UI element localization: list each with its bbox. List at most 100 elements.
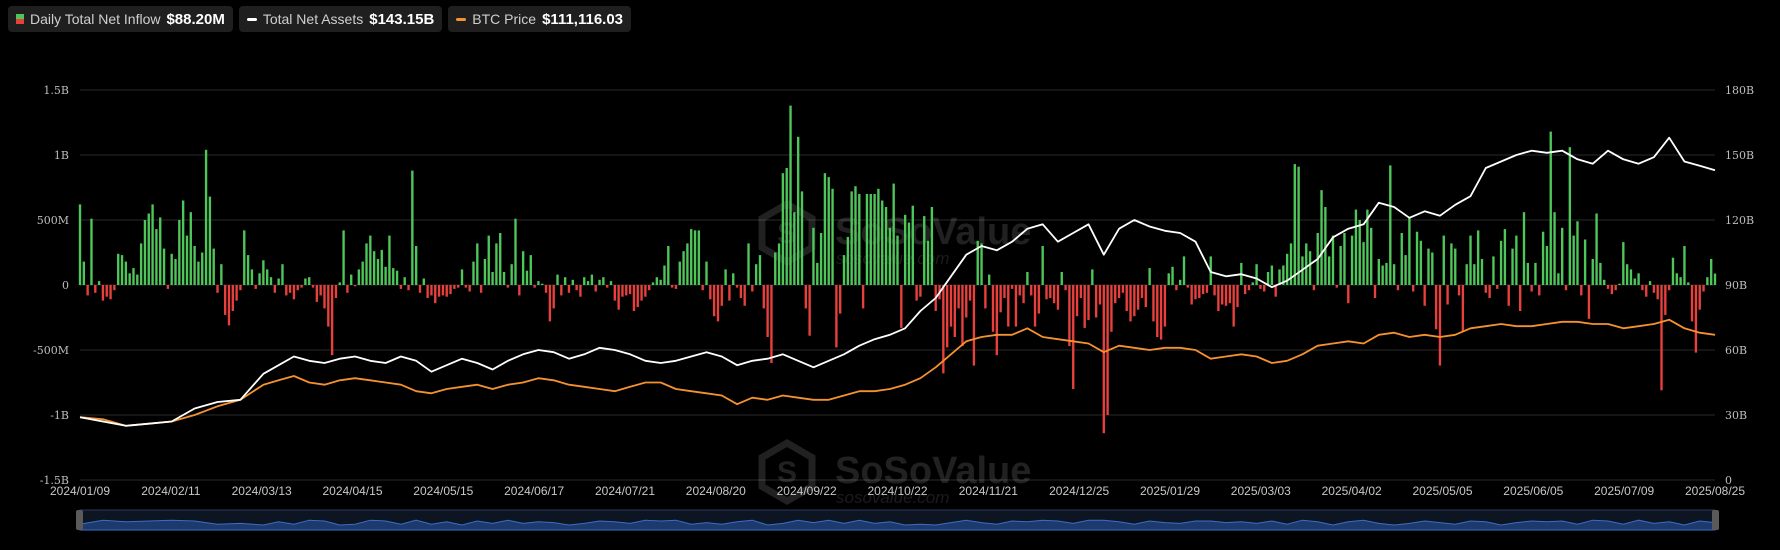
inflow-bar bbox=[495, 243, 498, 285]
inflow-bar bbox=[533, 285, 536, 288]
inflow-bar bbox=[839, 285, 842, 314]
inflow-bar bbox=[1622, 242, 1625, 285]
inflow-bar bbox=[1553, 212, 1556, 285]
inflow-bar bbox=[1205, 285, 1209, 293]
inflow-bar bbox=[1633, 278, 1636, 285]
inflow-bar bbox=[747, 243, 750, 285]
inflow-bar bbox=[216, 285, 219, 293]
inflow-bar bbox=[1072, 285, 1075, 389]
inflow-bar bbox=[422, 278, 425, 285]
inflow-bar bbox=[94, 285, 97, 293]
legend-label: BTC Price bbox=[472, 11, 537, 27]
inflow-bar bbox=[1606, 285, 1610, 289]
inflow-bar bbox=[632, 285, 636, 311]
inflow-bar bbox=[434, 285, 437, 304]
inflow-bar bbox=[1259, 285, 1262, 289]
inflow-bar bbox=[663, 265, 666, 285]
range-navigator[interactable] bbox=[76, 509, 1719, 531]
inflow-bar bbox=[911, 205, 914, 285]
inflow-bar bbox=[197, 261, 200, 285]
inflow-bar bbox=[407, 285, 410, 291]
inflow-bar bbox=[678, 261, 681, 285]
x-tick-label: 2025/01/29 bbox=[1140, 484, 1200, 498]
inflow-bar bbox=[1026, 272, 1029, 285]
inflow-bar bbox=[223, 285, 227, 315]
legend-label: Daily Total Net Inflow bbox=[30, 11, 161, 27]
inflow-bar bbox=[411, 170, 414, 285]
inflow-bar bbox=[896, 235, 899, 285]
inflow-bar bbox=[1373, 285, 1377, 298]
inflow-bar bbox=[1041, 246, 1044, 285]
legend-item-daily-net-inflow[interactable]: Daily Total Net Inflow $88.20M bbox=[8, 6, 233, 32]
legend-item-total-net-assets[interactable]: Total Net Assets $143.15B bbox=[238, 6, 443, 32]
inflow-bar bbox=[1282, 265, 1285, 285]
inflow-bar bbox=[254, 285, 257, 289]
x-tick-label: 2025/04/02 bbox=[1322, 484, 1382, 498]
inflow-bar bbox=[426, 285, 429, 298]
inflow-bar bbox=[117, 253, 120, 285]
inflow-bar bbox=[903, 214, 907, 285]
inflow-bar bbox=[1327, 256, 1331, 285]
x-tick-label: 2024/01/09 bbox=[50, 484, 110, 498]
inflow-bar bbox=[926, 240, 930, 285]
inflow-bar bbox=[1007, 285, 1010, 327]
inflow-bar bbox=[281, 264, 284, 285]
inflow-bar bbox=[900, 285, 903, 328]
inflow-bar bbox=[1133, 285, 1136, 317]
inflow-bar bbox=[82, 261, 86, 285]
inflow-bar bbox=[1710, 259, 1713, 285]
legend-item-btc-price[interactable]: BTC Price $111,116.03 bbox=[448, 6, 632, 32]
inflow-bar bbox=[1457, 285, 1461, 296]
inflow-bar bbox=[212, 248, 215, 285]
inflow-bar bbox=[1331, 235, 1335, 285]
inflow-bar bbox=[1144, 285, 1147, 308]
inflow-bar bbox=[1484, 285, 1487, 293]
inflow-bar bbox=[185, 235, 189, 285]
inflow-bar bbox=[693, 230, 697, 285]
inflow-bar bbox=[1518, 285, 1522, 311]
inflow-bar bbox=[1580, 285, 1583, 296]
inflow-bar bbox=[594, 285, 597, 292]
inflow-bar bbox=[132, 268, 135, 285]
inflow-bar bbox=[1186, 285, 1190, 288]
navigator-handle-left[interactable] bbox=[76, 510, 83, 530]
x-tick-label: 2024/07/21 bbox=[595, 484, 655, 498]
inflow-bar bbox=[1167, 273, 1170, 285]
inflow-bar bbox=[147, 213, 150, 285]
inflow-bar bbox=[804, 285, 807, 309]
inflow-bar bbox=[541, 283, 544, 285]
inflow-bar bbox=[690, 229, 693, 285]
inflow-bar bbox=[372, 251, 376, 285]
navigator-area bbox=[79, 519, 1716, 531]
inflow-bar bbox=[1156, 285, 1159, 337]
inflow-bar bbox=[1339, 246, 1342, 285]
inflow-bar bbox=[1064, 285, 1067, 291]
x-tick-label: 2024/03/13 bbox=[232, 484, 292, 498]
inflow-bar bbox=[1656, 285, 1659, 300]
inflow-bar bbox=[1419, 240, 1423, 285]
inflow-bar bbox=[625, 285, 628, 296]
inflow-bar bbox=[449, 285, 452, 295]
inflow-bar bbox=[441, 285, 445, 296]
navigator-handle-right[interactable] bbox=[1712, 510, 1719, 530]
inflow-bar bbox=[1694, 285, 1698, 353]
inflow-bar bbox=[1473, 264, 1476, 285]
inflow-bar bbox=[139, 243, 143, 285]
inflow-bar bbox=[525, 270, 529, 285]
inflow-bar bbox=[869, 194, 872, 285]
inflow-bar bbox=[751, 285, 754, 292]
inflow-bar bbox=[246, 255, 250, 285]
inflow-bar bbox=[1431, 252, 1434, 285]
inflow-bar bbox=[613, 285, 616, 301]
inflow-bar bbox=[1018, 285, 1021, 296]
inflow-bar bbox=[617, 285, 620, 310]
inflow-bar bbox=[430, 285, 433, 296]
inflow-bar bbox=[258, 273, 261, 285]
inflow-bar bbox=[479, 285, 483, 293]
inflow-bar bbox=[605, 285, 609, 288]
inflow-bar bbox=[1305, 243, 1308, 285]
inflow-bar bbox=[1056, 285, 1060, 310]
x-tick-label: 2025/05/05 bbox=[1412, 484, 1472, 498]
inflow-bar bbox=[506, 285, 510, 288]
inflow-bar bbox=[1461, 285, 1465, 332]
